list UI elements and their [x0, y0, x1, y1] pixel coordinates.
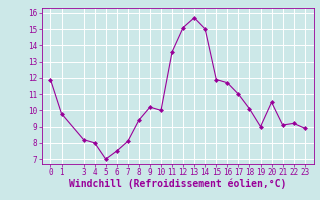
- X-axis label: Windchill (Refroidissement éolien,°C): Windchill (Refroidissement éolien,°C): [69, 179, 286, 189]
